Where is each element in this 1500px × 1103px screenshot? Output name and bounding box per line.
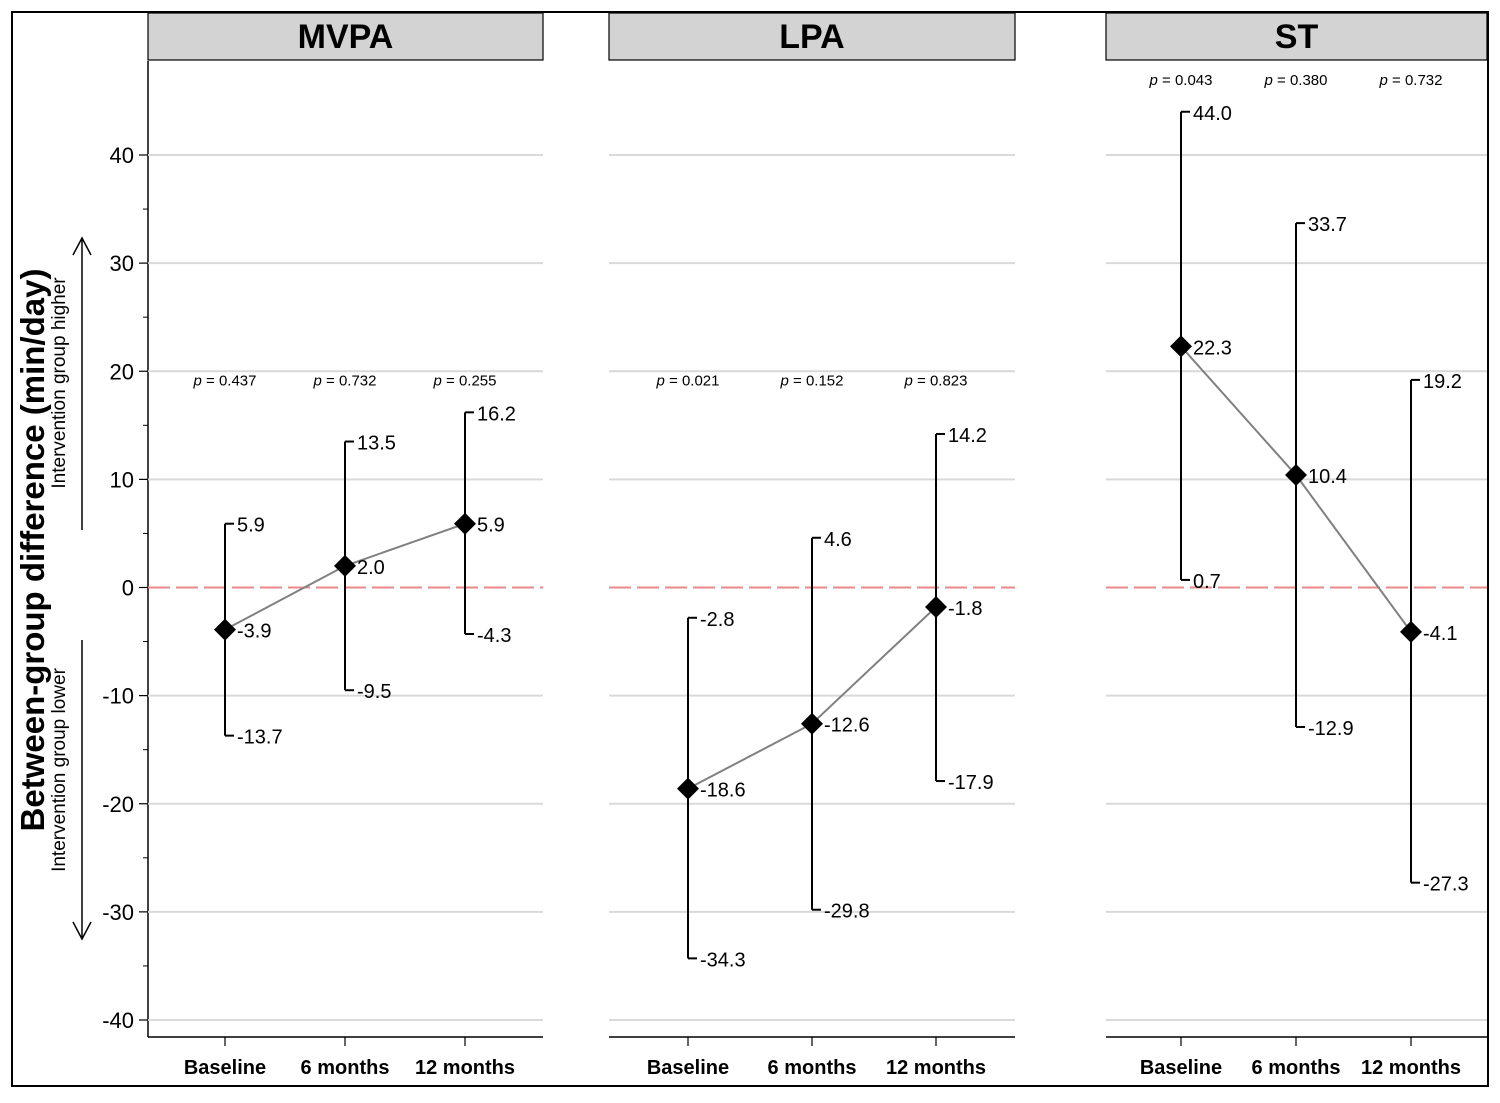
arrow-up-head: [72, 236, 92, 256]
y-tick-label: -20: [102, 792, 134, 817]
estimate-label: 5.9: [477, 515, 505, 537]
p-value-label: p = 0.823: [904, 372, 968, 389]
estimate-label: -12.6: [824, 715, 870, 737]
p-value: = 0.152: [789, 372, 844, 389]
p-symbol: p: [1149, 72, 1158, 89]
estimate-label: -1.8: [948, 598, 982, 620]
point-estimate-marker: [1170, 335, 1192, 358]
y-tick-label: 20: [110, 359, 134, 384]
annotation-lower: Intervention group lower: [49, 667, 70, 872]
upper-ci-label: 19.2: [1423, 371, 1462, 393]
p-symbol: p: [1379, 72, 1388, 89]
arrow-down-head: [72, 921, 92, 941]
point-estimate-marker: [925, 595, 947, 618]
y-axis-title: Between-group difference (min/day): [14, 269, 51, 832]
p-value: = 0.823: [913, 372, 968, 389]
panel-strip: [147, 12, 544, 61]
upper-ci-label: -2.8: [700, 609, 734, 631]
p-symbol: p: [193, 372, 202, 389]
panel-title: LPA: [779, 18, 844, 56]
upper-ci-label: 5.9: [237, 515, 265, 537]
lower-ci-label: -34.3: [700, 949, 746, 971]
p-value: = 0.437: [202, 372, 257, 389]
annotation-higher: Intervention group higher: [49, 277, 70, 489]
lower-ci-label: -4.3: [477, 625, 511, 647]
x-tick-label: Baseline: [184, 1057, 266, 1079]
y-tick-label: -10: [102, 684, 134, 709]
estimate-label: -3.9: [237, 621, 271, 643]
y-tick-label: 10: [110, 467, 134, 492]
p-symbol: p: [313, 372, 322, 389]
p-value: = 0.732: [1388, 72, 1443, 89]
x-tick-label: 6 months: [768, 1057, 857, 1079]
y-tick-label: 40: [110, 143, 134, 168]
y-tick-label: -40: [102, 1008, 134, 1033]
p-value-label: p = 0.021: [656, 372, 720, 389]
panel-strip: [608, 12, 1016, 61]
lower-ci-label: 0.7: [1193, 571, 1221, 593]
point-estimate-marker: [1400, 620, 1422, 643]
y-tick-label: 30: [110, 251, 134, 276]
x-tick-label: Baseline: [1140, 1057, 1222, 1079]
x-tick-label: 12 months: [415, 1057, 515, 1079]
x-tick-label: 6 months: [301, 1057, 390, 1079]
upper-ci-label: 33.7: [1308, 214, 1347, 236]
p-value-label: p = 0.043: [1149, 72, 1213, 89]
p-value-label: p = 0.255: [433, 372, 497, 389]
x-tick-label: 6 months: [1252, 1057, 1341, 1079]
p-symbol: p: [1264, 72, 1273, 89]
lower-ci-label: -17.9: [948, 772, 994, 794]
x-tick-label: Baseline: [647, 1057, 729, 1079]
lower-ci-label: -27.3: [1423, 874, 1469, 896]
p-value-label: p = 0.152: [780, 372, 844, 389]
estimate-label: -4.1: [1423, 623, 1457, 645]
panel-title: ST: [1275, 18, 1319, 56]
p-symbol: p: [656, 372, 665, 389]
point-estimate-marker: [214, 618, 236, 641]
y-tick-label: 0: [122, 576, 134, 601]
upper-ci-label: 4.6: [824, 529, 852, 551]
point-estimate-marker: [334, 554, 356, 577]
panel-title: MVPA: [298, 18, 394, 56]
lower-ci-label: -13.7: [237, 727, 283, 749]
p-symbol: p: [904, 372, 913, 389]
estimate-label: 22.3: [1193, 337, 1232, 359]
y-tick-label: -30: [102, 900, 134, 925]
p-symbol: p: [433, 372, 442, 389]
p-value: = 0.043: [1158, 72, 1213, 89]
upper-ci-label: 14.2: [948, 425, 987, 447]
estimate-label: 10.4: [1308, 466, 1347, 488]
x-tick-label: 12 months: [1361, 1057, 1461, 1079]
point-estimate-marker: [454, 512, 476, 535]
p-value: = 0.732: [322, 372, 377, 389]
p-value: = 0.255: [442, 372, 497, 389]
lower-ci-label: -12.9: [1308, 718, 1354, 740]
figure-frame: [11, 11, 1489, 1087]
p-value-label: p = 0.437: [193, 372, 257, 389]
point-estimate-marker: [1285, 464, 1307, 487]
panel-strip: [1105, 12, 1488, 61]
upper-ci-label: 16.2: [477, 403, 516, 425]
lower-ci-label: -9.5: [357, 681, 391, 703]
point-estimate-marker: [677, 777, 699, 800]
p-symbol: p: [780, 372, 789, 389]
point-estimate-marker: [801, 712, 823, 735]
p-value-label: p = 0.732: [313, 372, 377, 389]
lower-ci-label: -29.8: [824, 901, 870, 923]
upper-ci-label: 44.0: [1193, 103, 1232, 125]
estimate-label: -18.6: [700, 780, 746, 802]
estimate-label: 2.0: [357, 557, 385, 579]
x-tick-label: 12 months: [886, 1057, 986, 1079]
upper-ci-label: 13.5: [357, 433, 396, 455]
p-value-label: p = 0.380: [1264, 72, 1328, 89]
p-value: = 0.021: [665, 372, 720, 389]
p-value-label: p = 0.732: [1379, 72, 1443, 89]
p-value: = 0.380: [1273, 72, 1328, 89]
